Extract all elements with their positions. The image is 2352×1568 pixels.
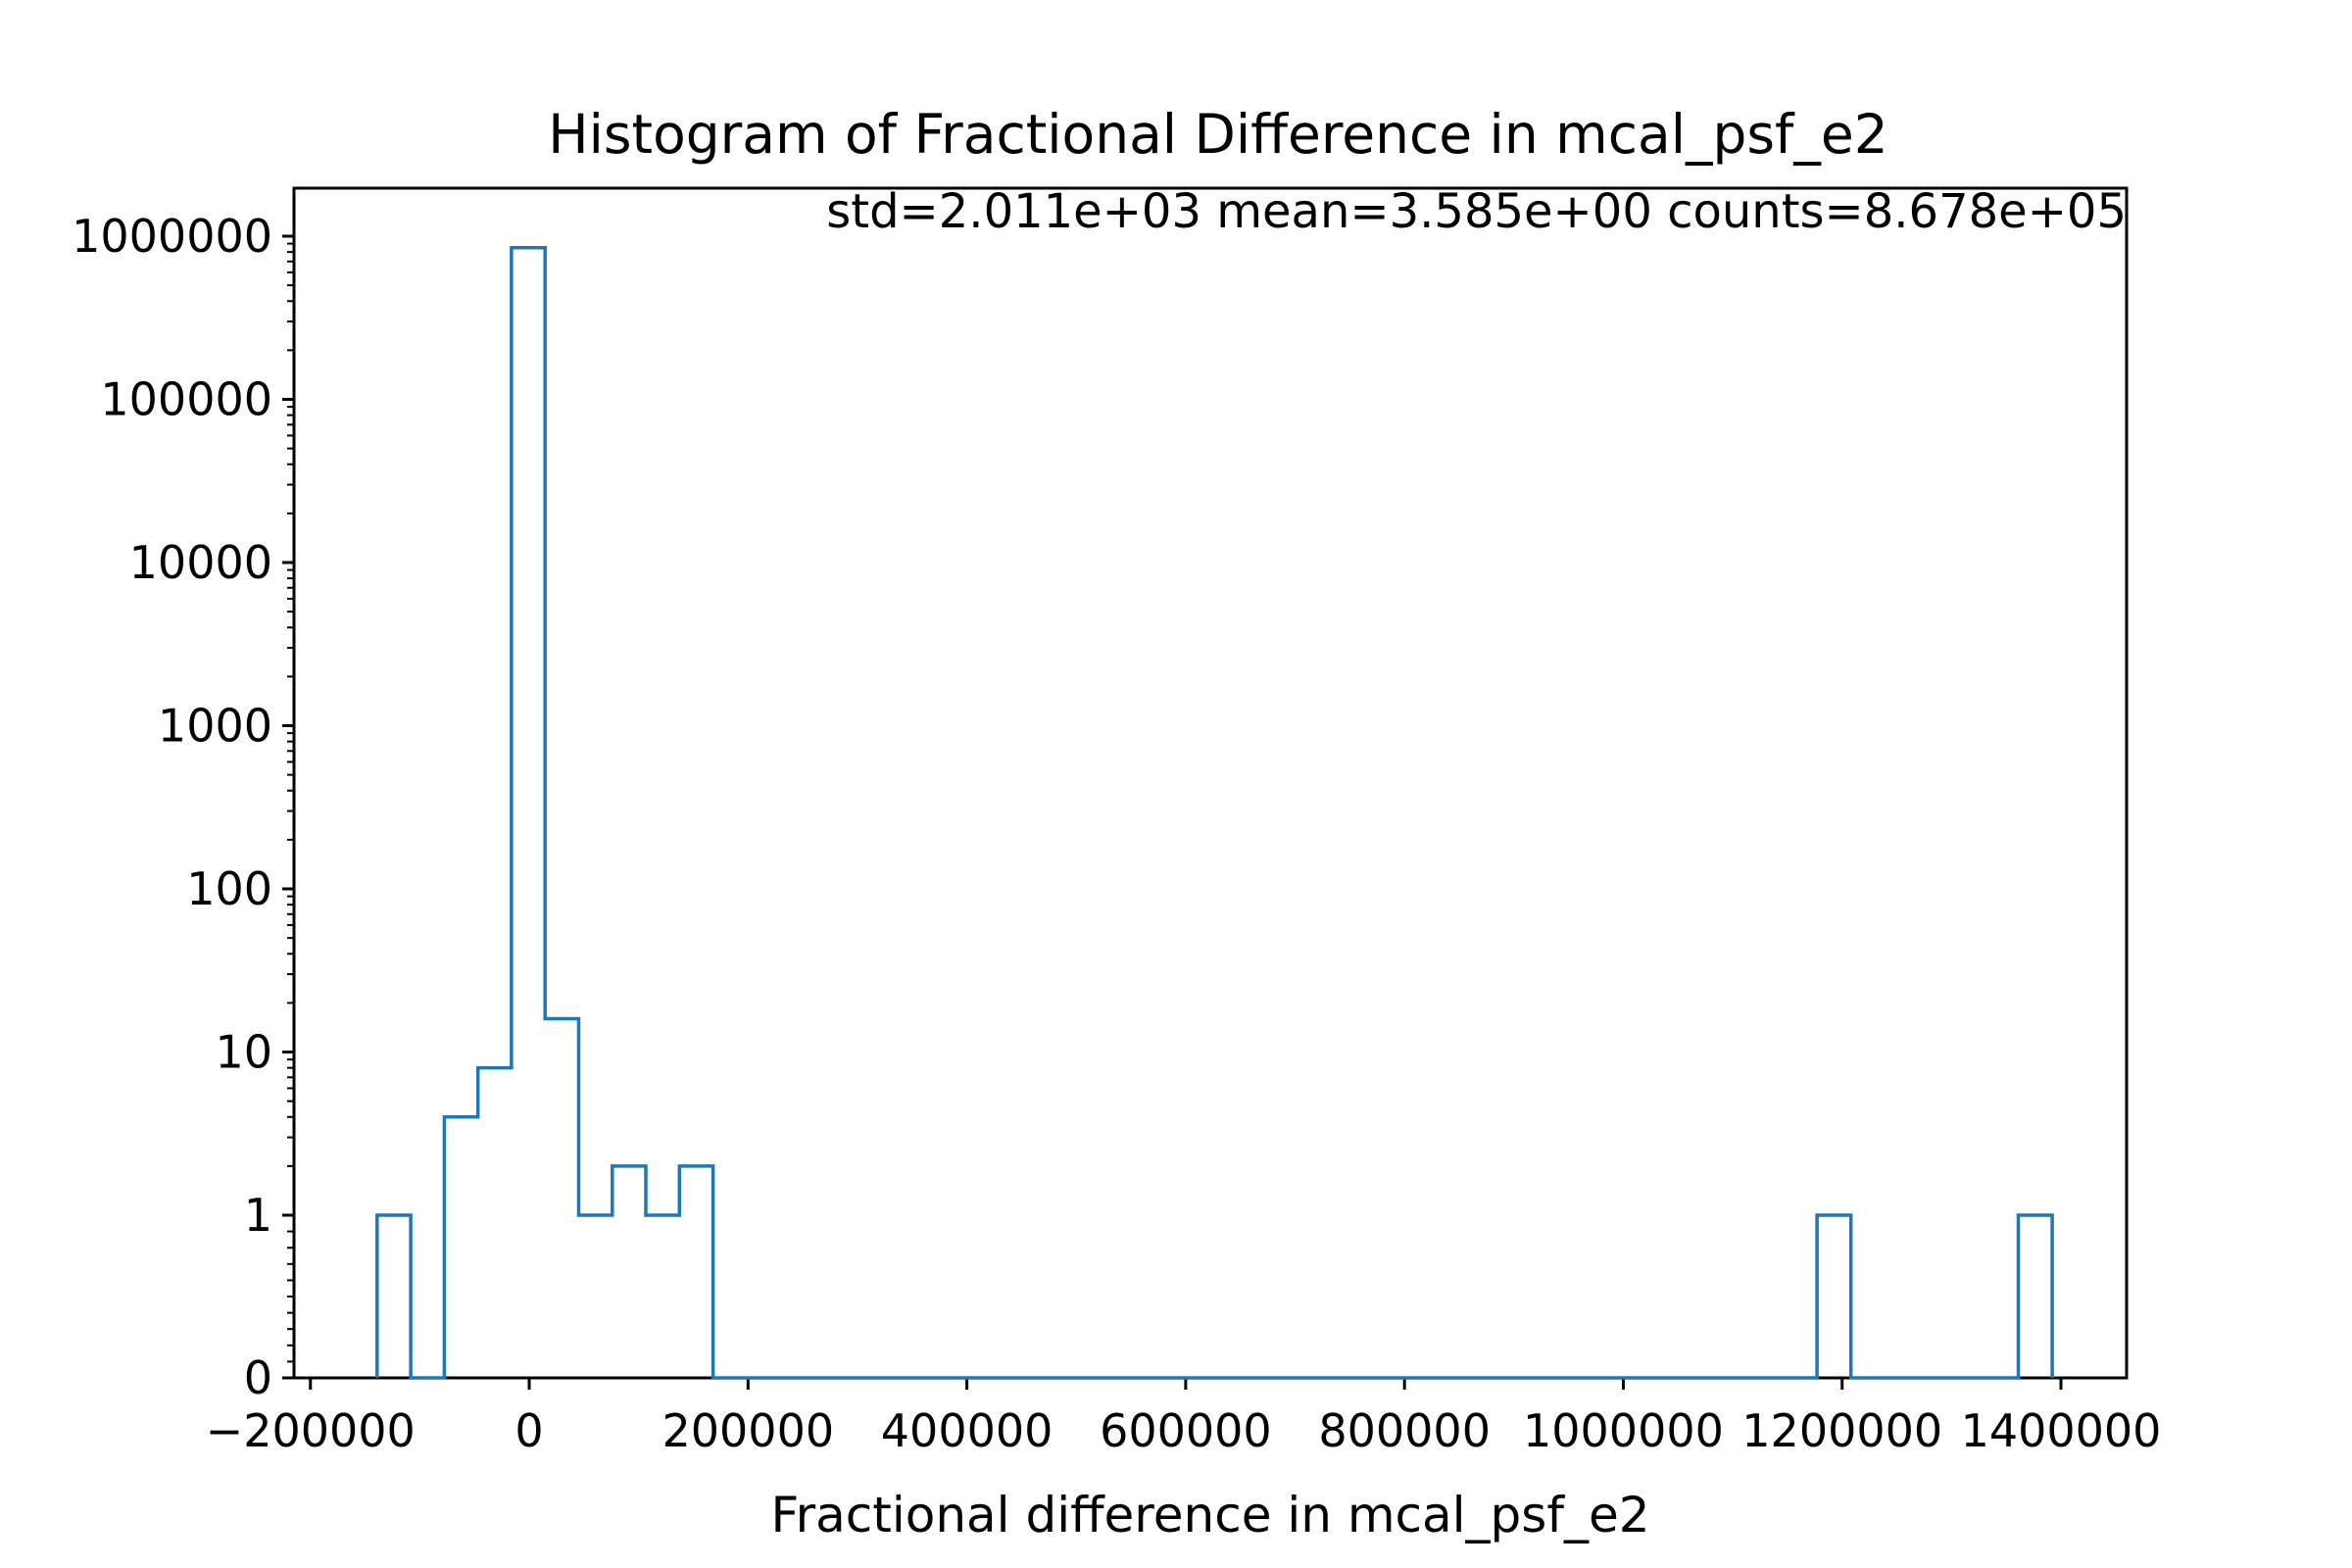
y-tick-label: 10000 xyxy=(129,536,272,589)
y-axis: 0 1 10 100 1000 10000 100000 1000000 xyxy=(72,210,294,1404)
x-tick-label: 800000 xyxy=(1318,1404,1491,1457)
chart-title: Histogram of Fractional Difference in mc… xyxy=(548,103,1888,166)
y-tick-label: 1000 xyxy=(158,700,272,753)
x-axis-label: Fractional difference in mcal_psf_e2 xyxy=(770,1487,1649,1544)
plot-frame xyxy=(292,186,2129,1380)
y-tick-label: 1000000 xyxy=(72,210,272,263)
x-tick-label: 600000 xyxy=(1100,1404,1272,1457)
y-tick-label: 0 xyxy=(244,1351,272,1404)
stats-annotation: std=2.011e+03 mean=3.585e+00 counts=8.67… xyxy=(826,184,2127,239)
histogram-series xyxy=(375,246,2054,1380)
x-tick-label: −200000 xyxy=(206,1404,416,1457)
x-tick-label: 200000 xyxy=(662,1404,835,1457)
x-tick-label: 1000000 xyxy=(1523,1404,1724,1457)
y-tick-label: 100000 xyxy=(100,373,272,426)
x-tick-label: 1400000 xyxy=(1961,1404,2162,1457)
y-tick-label: 10 xyxy=(215,1026,272,1079)
x-tick-label: 1200000 xyxy=(1741,1404,1942,1457)
y-tick-label: 1 xyxy=(244,1189,272,1242)
x-tick-label: 0 xyxy=(514,1404,543,1457)
x-axis: −200000 0 200000 400000 600000 800000 1000000 1… xyxy=(206,1378,2162,1457)
y-tick-label: 100 xyxy=(186,862,272,915)
x-tick-label: 400000 xyxy=(881,1404,1054,1457)
